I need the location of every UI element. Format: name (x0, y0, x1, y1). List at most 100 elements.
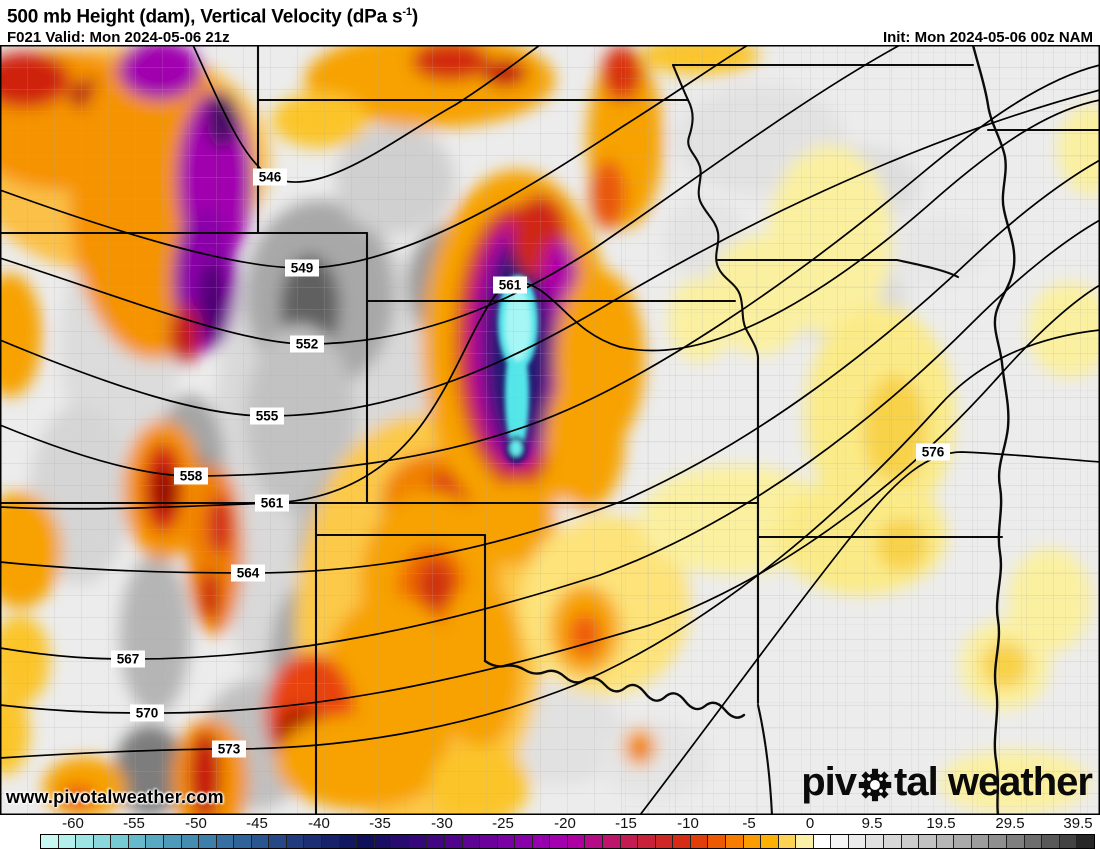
colorbar-cell (93, 835, 112, 848)
contour-label: 549 (291, 261, 314, 276)
colorbar-tick: -10 (677, 815, 699, 832)
colorbar-cell (1059, 835, 1078, 848)
contour-label-box (255, 494, 289, 512)
colorbar-cell (532, 835, 551, 848)
colorbar-cell (427, 835, 445, 848)
colorbar-cell (111, 835, 129, 848)
map-header: 500 mb Height (dam), Vertical Velocity (… (0, 0, 1100, 47)
colorbar-cell (567, 835, 586, 848)
colorbar-cell (848, 835, 867, 848)
contour-label: 564 (237, 566, 260, 581)
colorbar-cells (40, 834, 1095, 849)
colorbar-cell (690, 835, 709, 848)
colorbar-tick: 29.5 (995, 815, 1025, 832)
contour-label: 561 (261, 496, 284, 511)
colorbar-cell (216, 835, 235, 848)
contour-label: 558 (180, 469, 203, 484)
colorbar-cell (58, 835, 77, 848)
contour-552 (0, 44, 901, 345)
colorbar-cell (286, 835, 305, 848)
contour-label: 546 (259, 170, 282, 185)
border-mississippi-river (971, 43, 1016, 817)
colorbar-cell (251, 835, 270, 848)
contour-label-box (916, 443, 950, 461)
colorbar-cell (884, 835, 902, 848)
contour-label-box (231, 564, 265, 582)
colorbar-cell (796, 835, 814, 848)
map-title-text: 500 mb Height (dam), Vertical Velocity (… (7, 6, 403, 28)
colorbar-tick: -25 (492, 815, 514, 832)
county-grid-east (620, 45, 1100, 815)
map-title-close: ) (411, 6, 418, 28)
colorbar-cell (146, 835, 164, 848)
colorbar: -60 -55 -50 -45 -40 -35 -30 -25 -20 -15 -10 -5 0 9.5 1… (0, 815, 1100, 850)
colorbar-tick: -35 (369, 815, 391, 832)
colorbar-tick: -50 (185, 815, 207, 832)
colorbar-cell (989, 835, 1007, 848)
contour-label: 576 (922, 445, 945, 460)
contour-label-box (130, 704, 164, 722)
colorbar-cell (128, 835, 147, 848)
colorbar-cell (392, 835, 410, 848)
colorbar-cell (199, 835, 217, 848)
contour-label-box (174, 467, 208, 485)
colorbar-cell (831, 835, 849, 848)
colorbar-cell (497, 835, 516, 848)
colorbar-tick: 19.5 (926, 815, 956, 832)
colorbar-cell (971, 835, 990, 848)
contour-549 (0, 44, 749, 269)
colorbar-tick: -30 (431, 815, 453, 832)
colorbar-cell (673, 835, 691, 848)
colorbar-cell (954, 835, 972, 848)
colorbar-cell (585, 835, 603, 848)
border-big-sioux (671, 63, 690, 102)
colorbar-cell (778, 835, 797, 848)
contour-labels: 546 549 552 555 558 561 561 564 567 570 573 576 (111, 168, 950, 758)
colorbar-cell (1077, 835, 1094, 848)
colorbar-cell (655, 835, 674, 848)
init-time-label: Init: Mon 2024-05-06 00z NAM (882, 29, 1093, 47)
colorbar-cell (181, 835, 200, 848)
colorbar-cell (480, 835, 498, 848)
colorbar-cell (901, 835, 920, 848)
colorbar-cell (163, 835, 182, 848)
state-borders (0, 43, 1100, 817)
contour-label-box (250, 407, 284, 425)
colorbar-cell (76, 835, 94, 848)
border-texas-arkansas (756, 703, 774, 817)
colorbar-tick: -20 (554, 815, 576, 832)
colorbar-cell (603, 835, 621, 848)
colorbar-tick: 39.5 (1063, 815, 1093, 832)
contour-label-box (253, 168, 287, 186)
colorbar-cell (444, 835, 463, 848)
colorbar-tick: -15 (615, 815, 637, 832)
contour-573 (0, 329, 1100, 759)
map-title: 500 mb Height (dam), Vertical Velocity (… (7, 1, 1093, 28)
colorbar-tick: -45 (246, 815, 268, 832)
colorbar-cell (269, 835, 287, 848)
contour-label-box (212, 740, 246, 758)
colorbar-cell (462, 835, 481, 848)
colorbar-cell (761, 835, 779, 848)
map-frame (0, 45, 1100, 815)
contour-546 (192, 44, 541, 183)
colorbar-cell (919, 835, 937, 848)
colorbar-cell (1042, 835, 1060, 848)
colorbar-cell (374, 835, 393, 848)
colorbar-tick: -55 (123, 815, 145, 832)
contour-label: 561 (499, 278, 522, 293)
contour-558 (0, 64, 1100, 477)
colorbar-tick: 9.5 (861, 815, 883, 832)
colorbar-cell (304, 835, 322, 848)
colorbar-cell (813, 835, 832, 848)
contour-label: 552 (296, 337, 319, 352)
contour-label-box (285, 259, 319, 277)
colorbar-tick: -60 (62, 815, 84, 832)
colorbar-cell (1006, 835, 1025, 848)
colorbar-cell (41, 835, 59, 848)
colorbar-cell (322, 835, 340, 848)
colorbar-cell (409, 835, 428, 848)
colorbar-cell (515, 835, 533, 848)
colorbar-tick: 0 (805, 815, 815, 832)
